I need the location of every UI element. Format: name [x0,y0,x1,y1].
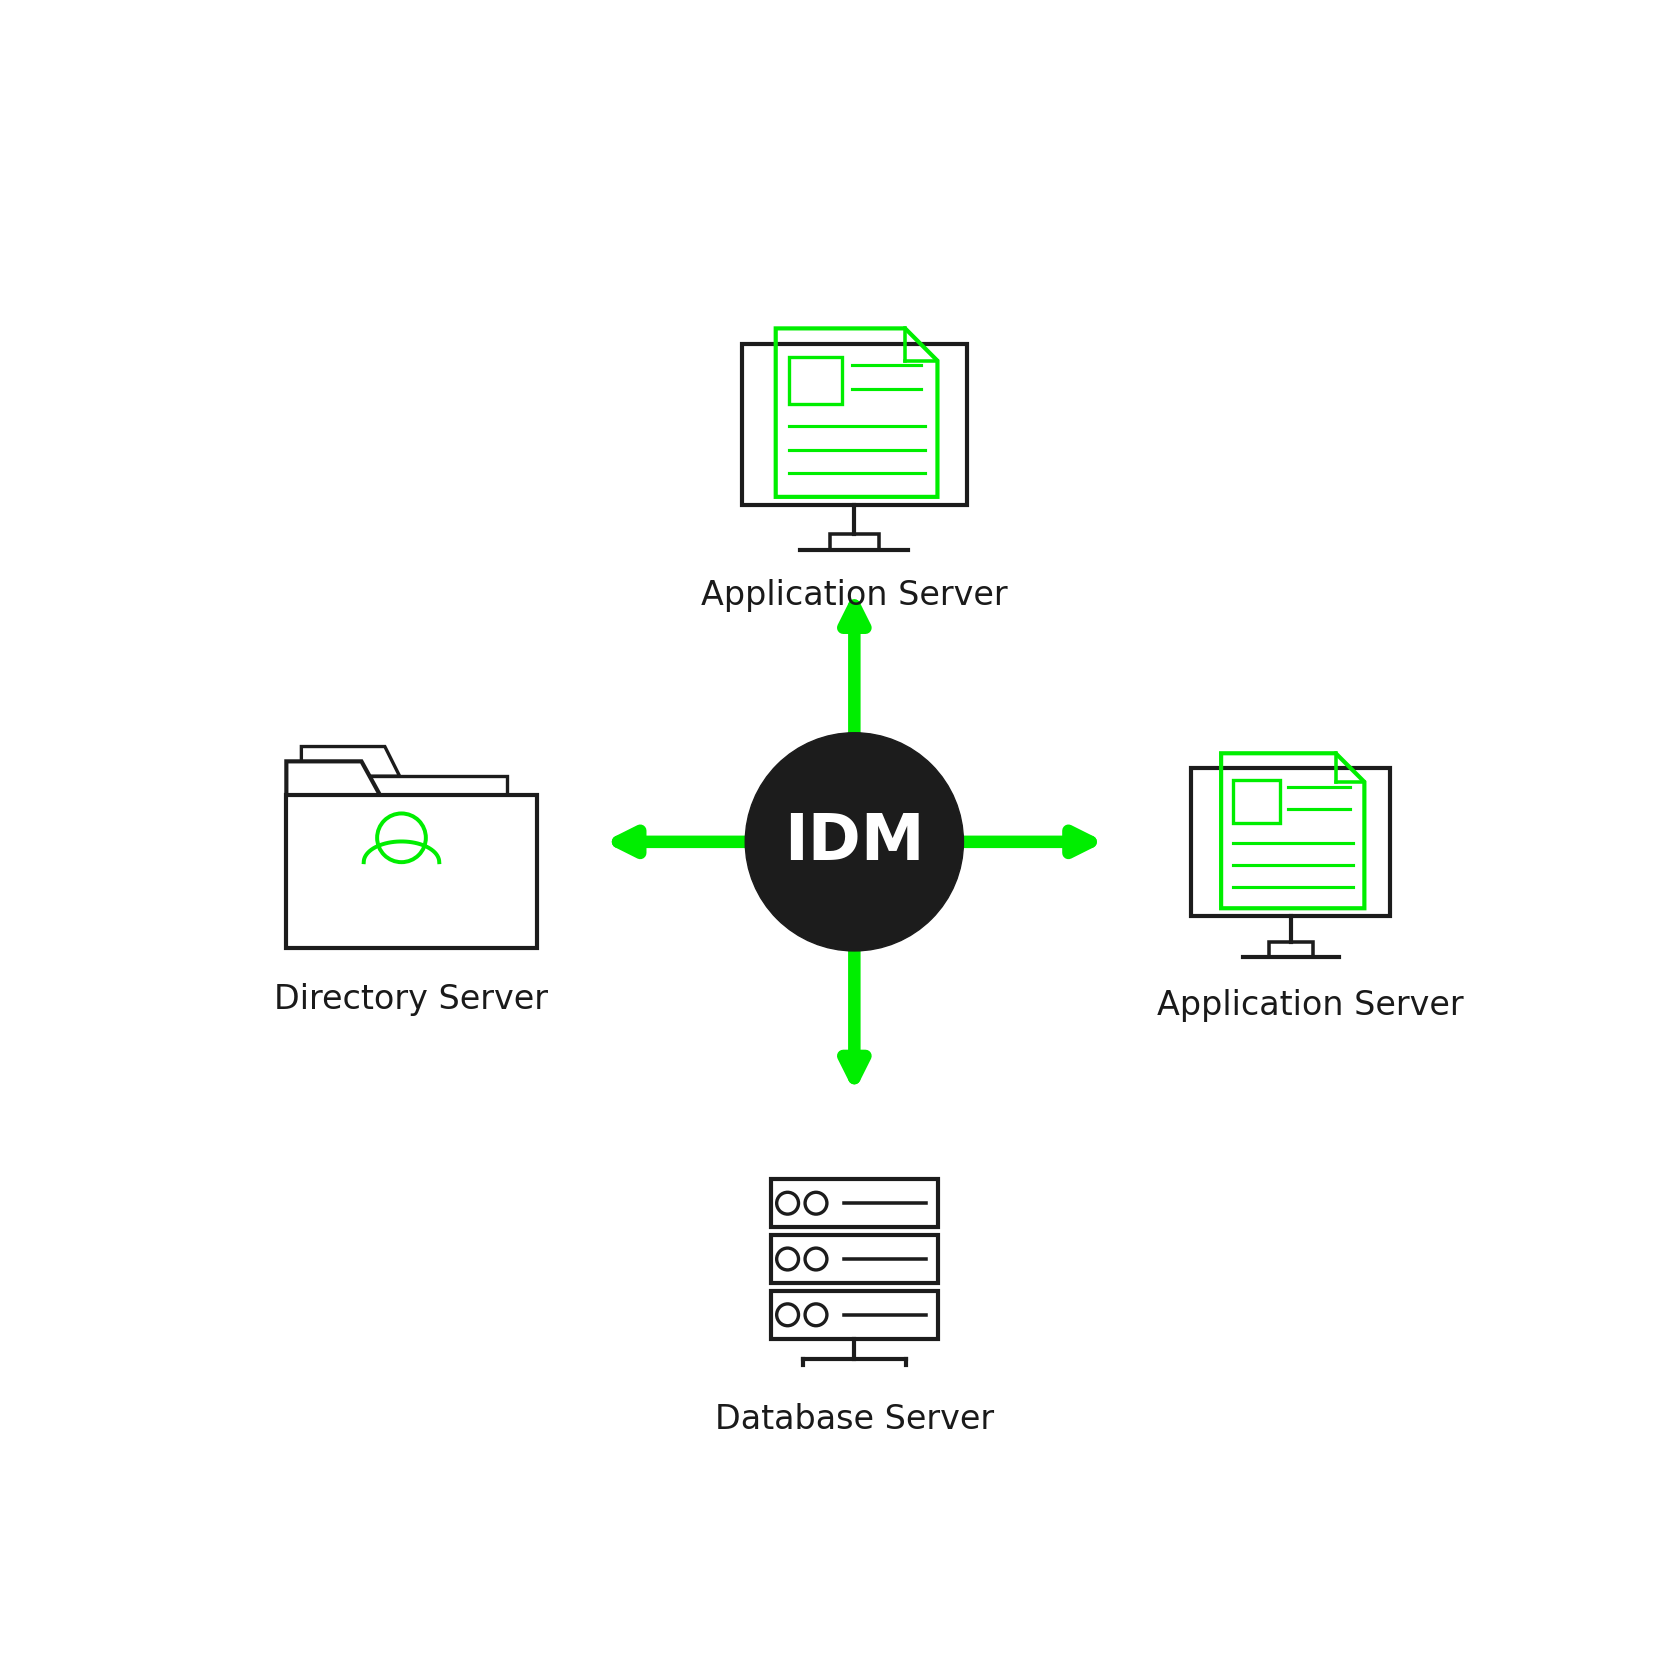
Bar [770,1290,939,1339]
Bar [1232,780,1280,823]
Text: Application Server: Application Server [1157,990,1464,1022]
Bar [770,1180,939,1227]
Bar [1192,768,1390,915]
Text: IDM: IDM [783,810,925,874]
Text: Database Server: Database Server [715,1402,994,1435]
Polygon shape [287,762,380,795]
Bar [287,795,537,949]
Text: Application Server: Application Server [702,578,1007,612]
Circle shape [745,733,964,950]
Bar [742,345,967,505]
Text: Directory Server: Directory Server [275,984,548,1015]
Bar [788,357,842,403]
Bar [1269,942,1312,957]
Bar [302,777,507,935]
Bar [830,533,879,550]
Bar [770,1235,939,1282]
